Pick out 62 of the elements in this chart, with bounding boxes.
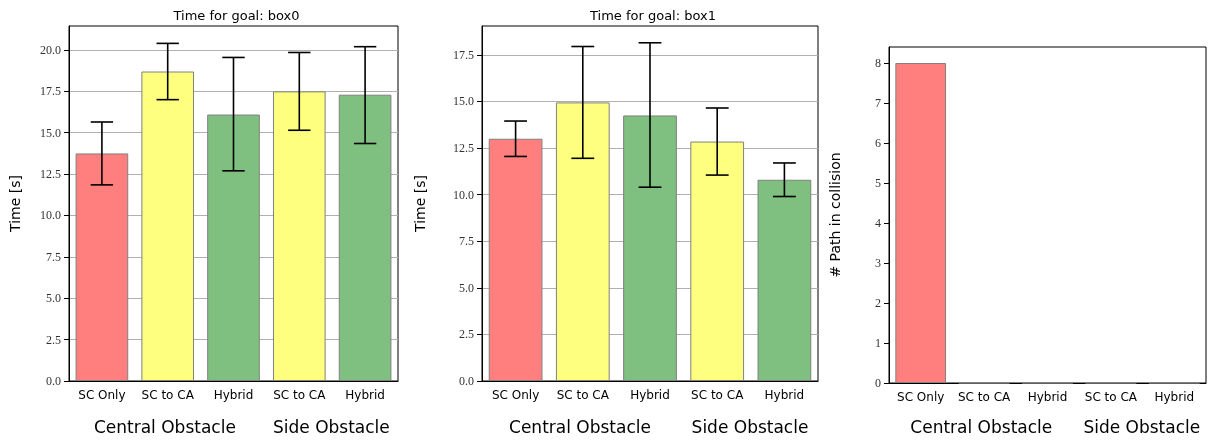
y-tick-label: 0 (875, 376, 881, 390)
text: Side Obstacle (1083, 417, 1201, 437)
x-tick-label: SC to CA (141, 388, 195, 402)
bar (623, 115, 677, 381)
bar (488, 138, 543, 381)
y-tick-label: 5 (875, 176, 881, 190)
x-tick-label: SC to CA (556, 388, 610, 402)
x-tick-label: SC to CA (957, 390, 1012, 404)
y-tick-label: 20.0 (40, 43, 61, 57)
x-tick-label: SC Only (897, 390, 945, 404)
y-tick-label: 0.0 (459, 374, 474, 388)
bar (207, 114, 260, 381)
x-tick-label: Hybrid (345, 388, 385, 402)
y-tick-label: 10.0 (40, 208, 61, 223)
y-tick-label: 6 (875, 136, 881, 150)
x-tick-label: Hybrid (1027, 390, 1068, 404)
text: Central Obstacle (93, 417, 236, 437)
y-tick-label: 3 (875, 256, 881, 270)
y-tick-label: 12.5 (453, 141, 474, 156)
bar (141, 71, 195, 381)
y-tick-label: 4 (875, 216, 881, 230)
text: Central Obstacle (509, 417, 651, 437)
x-tick-label: SC Only (491, 388, 540, 402)
x-tick-label: SC Only (78, 388, 126, 402)
bar (272, 91, 326, 381)
y-axis-title: Time [s] (412, 175, 428, 233)
chart-title: Time for goal: box0 (172, 8, 300, 23)
y-tick-label: 17.5 (40, 84, 61, 99)
y-tick-label: 5.0 (459, 280, 474, 295)
bar (757, 179, 812, 381)
y-tick-label: 8 (875, 56, 881, 70)
text: Side Obstacle (691, 417, 809, 437)
y-tick-label: 1 (875, 336, 881, 350)
y-tick-label: 15.0 (453, 94, 474, 109)
y-tick-label: 7 (875, 96, 881, 110)
x-tick-label: SC to CA (273, 388, 327, 402)
y-axis-title: # Path in collision (827, 152, 843, 278)
text: Side Obstacle (272, 417, 390, 437)
bar (338, 94, 392, 381)
y-tick-label: 5.0 (46, 291, 61, 306)
bar (75, 153, 129, 381)
y-tick-label: 7.5 (459, 234, 474, 249)
x-tick-label: Hybrid (213, 388, 254, 402)
y-tick-label: 2.5 (46, 332, 61, 347)
x-tick-label: Hybrid (764, 388, 805, 402)
bar (555, 102, 610, 381)
chart-title: Time for goal: box1 (588, 8, 717, 23)
y-axis-title: Time [s] (7, 175, 23, 233)
y-tick-label: 17.5 (453, 47, 474, 62)
x-tick-label: SC to CA (691, 388, 745, 402)
y-tick-label: 15.0 (40, 125, 61, 140)
x-tick-label: Hybrid (630, 388, 670, 402)
bar (690, 141, 745, 381)
x-tick-label: SC to CA (1084, 390, 1138, 404)
y-tick-label: 10.0 (453, 187, 474, 202)
y-tick-label: 2.5 (459, 327, 474, 342)
y-tick-label: 12.5 (40, 167, 61, 182)
x-tick-label: Hybrid (1154, 390, 1195, 404)
text: Central Obstacle (910, 417, 1053, 437)
y-tick-label: 0.0 (46, 374, 61, 388)
y-tick-label: 7.5 (46, 249, 61, 264)
y-tick-label: 2 (875, 296, 881, 310)
